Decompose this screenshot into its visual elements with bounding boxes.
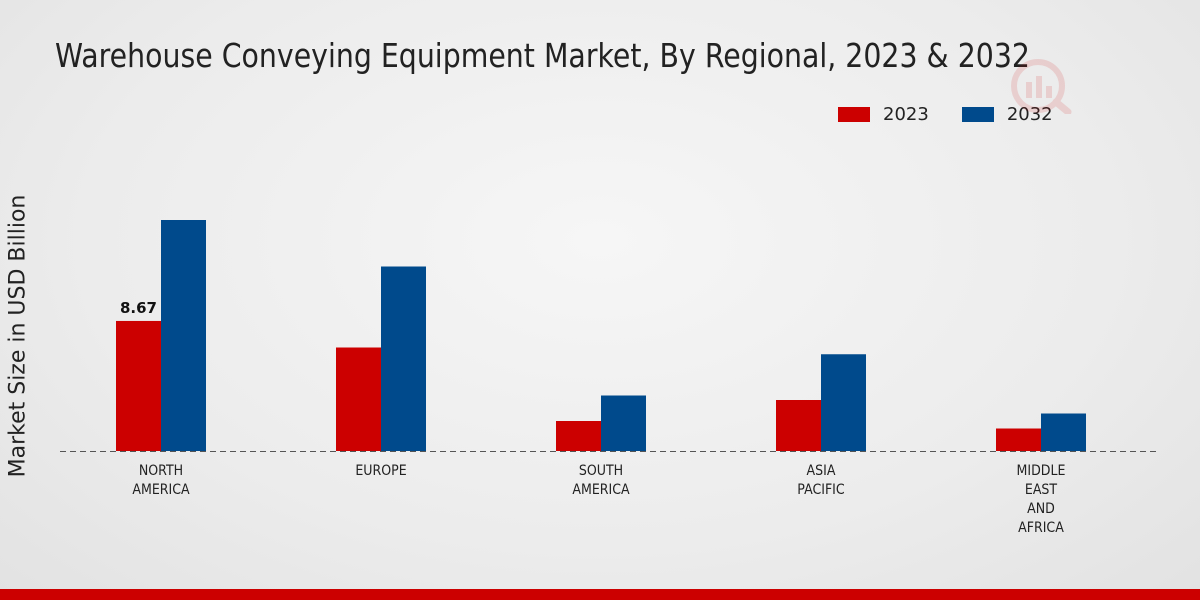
x-tick-line: EAST [1025, 482, 1058, 498]
legend-label-2032: 2032 [1006, 104, 1053, 125]
legend-item-2023: 2023 [838, 104, 929, 125]
bar-2032-4 [1041, 413, 1086, 451]
x-tick-line: PACIFIC [797, 482, 844, 498]
legend-swatch-2032 [961, 107, 994, 122]
legend-label-2023: 2023 [883, 104, 929, 125]
x-tick-line: AFRICA [1018, 520, 1064, 536]
x-tick-line: EUROPE [355, 463, 406, 479]
bar-2023-1 [336, 347, 381, 451]
bar-2023-0 [116, 320, 161, 451]
bar-2032-2 [601, 395, 646, 451]
x-tick-line: AMERICA [572, 482, 629, 498]
bar-2032-3 [821, 354, 866, 451]
bar-2023-2 [556, 421, 601, 451]
x-tick-line: NORTH [139, 463, 183, 479]
watermark-logo-icon [1011, 59, 1072, 114]
bar-2023-3 [776, 400, 821, 451]
legend: 2023 2032 [838, 104, 1086, 125]
x-tick-label-4: MIDDLE EAST AND AFRICA [1017, 463, 1066, 536]
x-tick-line: ASIA [807, 463, 836, 479]
bar-2032-1 [381, 266, 426, 451]
bar-2023-4 [996, 428, 1041, 451]
chart-title: Warehouse Conveying Equipment Market, By… [55, 36, 1030, 75]
x-tick-line: AND [1027, 501, 1055, 517]
x-tick-label-1: EUROPE [355, 463, 406, 479]
legend-item-2032: 2032 [961, 104, 1053, 125]
x-tick-label-2: SOUTH AMERICA [572, 463, 629, 498]
data-label-2023-0: 8.67 [120, 299, 157, 317]
x-tick-label-0: NORTH AMERICA [132, 463, 189, 498]
legend-swatch-2023 [838, 107, 870, 122]
x-tick-label-3: ASIA PACIFIC [797, 463, 844, 498]
bottom-accent-bar [0, 589, 1200, 600]
x-tick-line: MIDDLE [1017, 463, 1066, 479]
x-tick-line: AMERICA [132, 482, 189, 498]
bar-2032-0 [161, 220, 206, 451]
x-tick-line: SOUTH [579, 463, 623, 479]
